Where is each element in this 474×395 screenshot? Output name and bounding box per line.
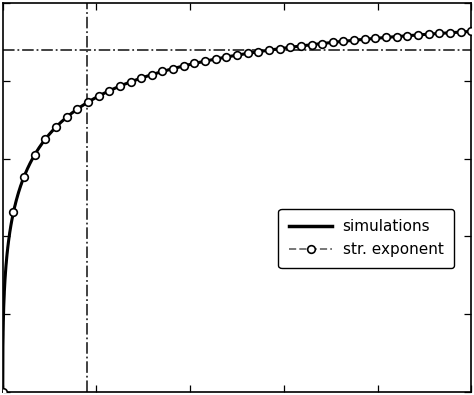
Legend: simulations, str. exponent: simulations, str. exponent xyxy=(279,209,454,268)
